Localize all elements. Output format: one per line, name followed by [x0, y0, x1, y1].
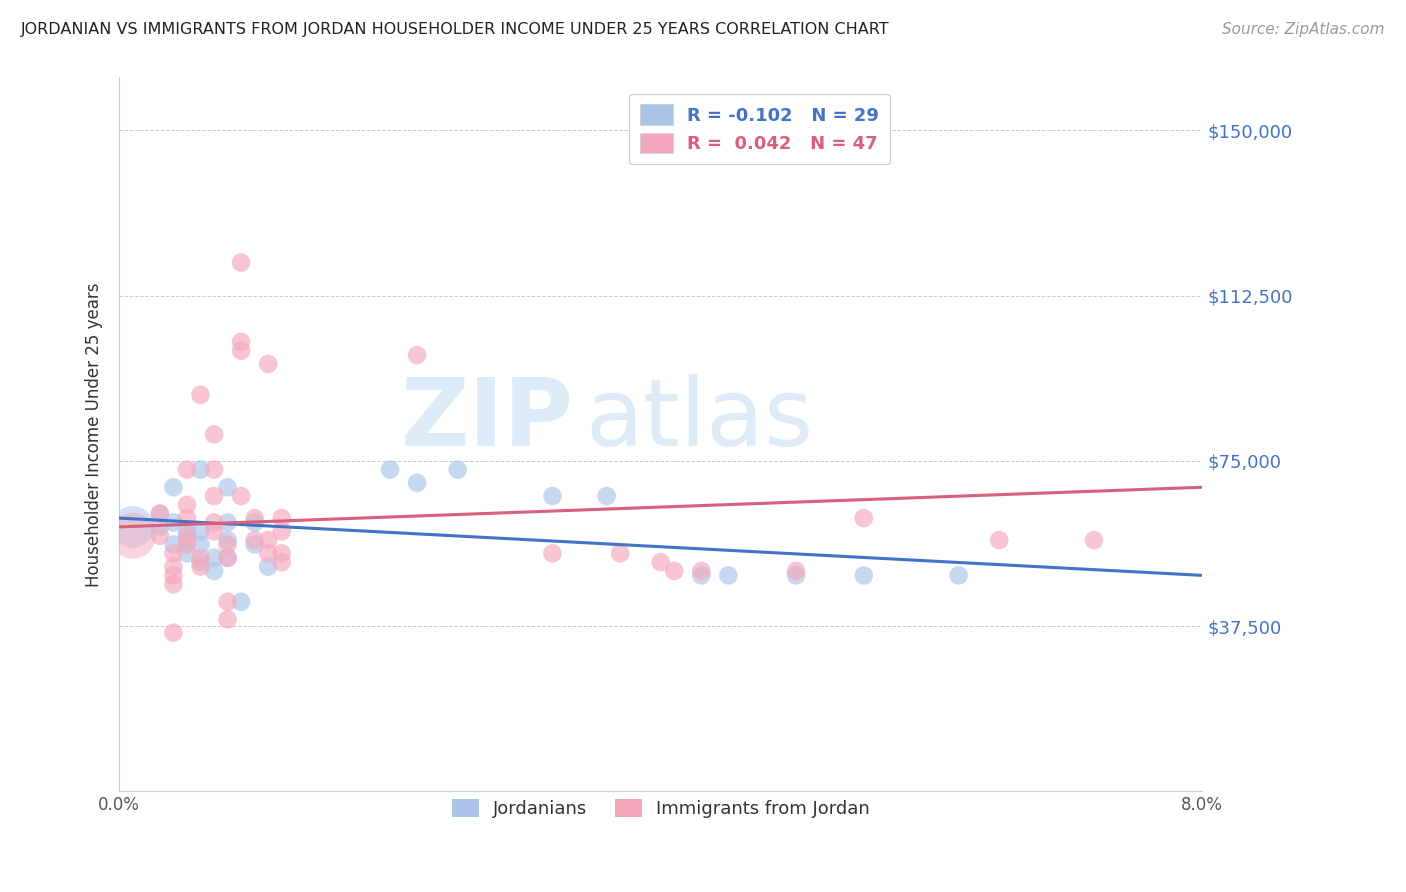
Point: [243, 516, 266, 530]
Point: [190, 550, 212, 565]
Point: [217, 533, 239, 548]
Point: [257, 533, 280, 548]
Point: [162, 546, 184, 560]
Point: [690, 564, 713, 578]
Point: [217, 595, 239, 609]
Point: [852, 568, 875, 582]
Point: [190, 555, 212, 569]
Point: [202, 427, 225, 442]
Point: [717, 568, 740, 582]
Point: [162, 537, 184, 551]
Point: [229, 343, 252, 358]
Point: [190, 559, 212, 574]
Point: [270, 555, 292, 569]
Point: [257, 559, 280, 574]
Point: [202, 462, 225, 476]
Point: [176, 524, 198, 539]
Point: [257, 357, 280, 371]
Y-axis label: Householder Income Under 25 years: Householder Income Under 25 years: [86, 282, 103, 587]
Point: [229, 255, 252, 269]
Point: [1083, 533, 1105, 548]
Point: [190, 524, 212, 539]
Point: [217, 516, 239, 530]
Point: [162, 568, 184, 582]
Point: [243, 511, 266, 525]
Point: [149, 507, 172, 521]
Point: [988, 533, 1011, 548]
Point: [270, 524, 292, 539]
Point: [162, 625, 184, 640]
Text: Source: ZipAtlas.com: Source: ZipAtlas.com: [1222, 22, 1385, 37]
Point: [176, 529, 198, 543]
Point: [595, 489, 617, 503]
Text: JORDANIAN VS IMMIGRANTS FROM JORDAN HOUSEHOLDER INCOME UNDER 25 YEARS CORRELATIO: JORDANIAN VS IMMIGRANTS FROM JORDAN HOUS…: [21, 22, 890, 37]
Text: ZIP: ZIP: [401, 374, 574, 467]
Point: [217, 480, 239, 494]
Point: [609, 546, 631, 560]
Point: [202, 516, 225, 530]
Point: [190, 462, 212, 476]
Point: [149, 520, 172, 534]
Point: [202, 564, 225, 578]
Point: [202, 550, 225, 565]
Point: [121, 529, 143, 543]
Point: [852, 511, 875, 525]
Point: [176, 462, 198, 476]
Point: [217, 550, 239, 565]
Point: [785, 564, 807, 578]
Point: [162, 559, 184, 574]
Point: [541, 489, 564, 503]
Point: [406, 348, 429, 362]
Point: [202, 489, 225, 503]
Point: [162, 480, 184, 494]
Point: [270, 511, 292, 525]
Point: [650, 555, 672, 569]
Point: [190, 387, 212, 401]
Point: [176, 511, 198, 525]
Point: [162, 516, 184, 530]
Text: atlas: atlas: [585, 374, 813, 467]
Legend: Jordanians, Immigrants from Jordan: Jordanians, Immigrants from Jordan: [444, 791, 877, 825]
Point: [948, 568, 970, 582]
Point: [785, 568, 807, 582]
Point: [149, 529, 172, 543]
Point: [217, 550, 239, 565]
Point: [217, 537, 239, 551]
Point: [243, 533, 266, 548]
Point: [541, 546, 564, 560]
Point: [176, 498, 198, 512]
Point: [229, 489, 252, 503]
Point: [406, 475, 429, 490]
Point: [229, 595, 252, 609]
Point: [447, 462, 470, 476]
Point: [257, 546, 280, 560]
Point: [690, 568, 713, 582]
Point: [176, 533, 198, 548]
Point: [664, 564, 686, 578]
Point: [229, 334, 252, 349]
Point: [149, 507, 172, 521]
Point: [243, 537, 266, 551]
Point: [378, 462, 401, 476]
Point: [162, 577, 184, 591]
Point: [190, 537, 212, 551]
Point: [176, 537, 198, 551]
Point: [202, 524, 225, 539]
Point: [176, 546, 198, 560]
Point: [270, 546, 292, 560]
Point: [217, 612, 239, 626]
Point: [121, 520, 143, 534]
